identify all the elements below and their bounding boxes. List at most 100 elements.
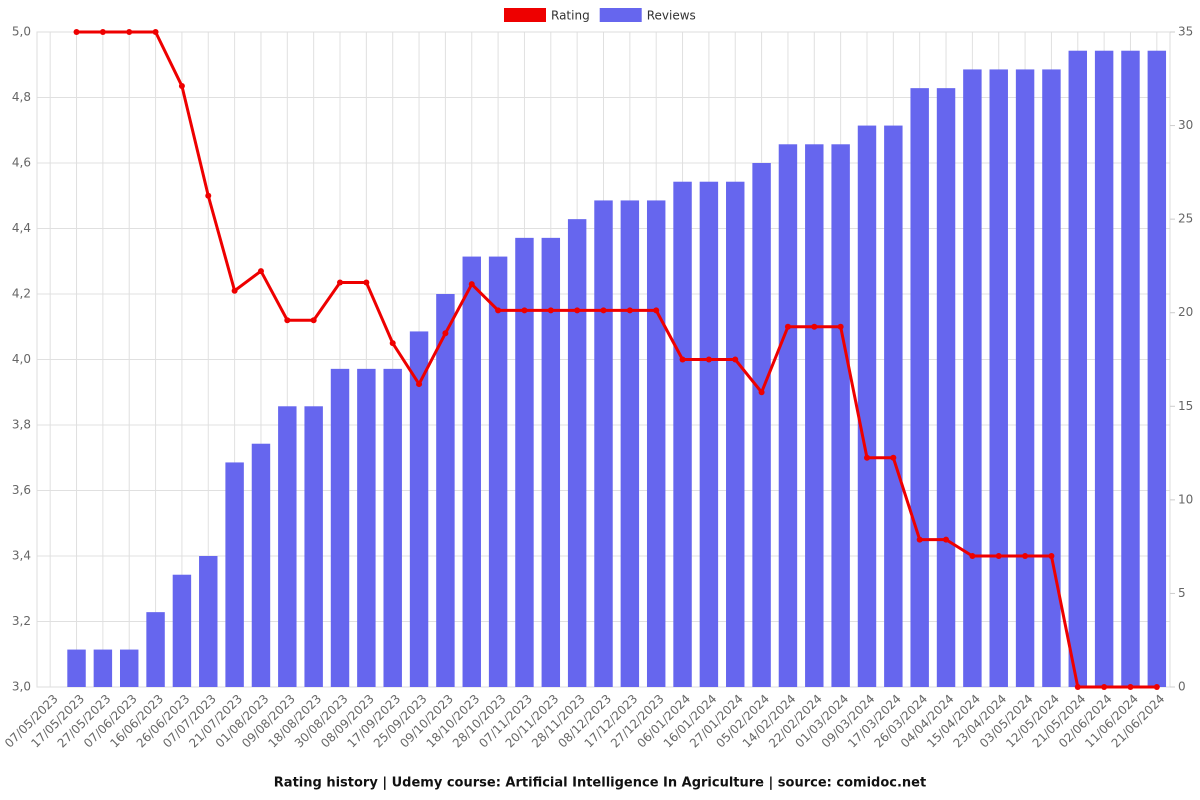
- rating-point: [574, 307, 581, 314]
- bar: [1094, 50, 1114, 687]
- bar: [488, 256, 508, 687]
- y-tick-label: 5,0: [12, 25, 31, 39]
- rating-point: [679, 356, 686, 363]
- bar: [225, 462, 244, 687]
- rating-point: [732, 356, 739, 363]
- bar: [119, 649, 139, 687]
- legend-label: Rating: [551, 9, 590, 23]
- rating-point: [495, 307, 502, 314]
- bar: [857, 125, 877, 688]
- rating-point: [521, 307, 528, 314]
- bar: [1147, 50, 1167, 687]
- rating-point: [705, 356, 712, 363]
- bar: [462, 256, 481, 687]
- y-tick-label: 3,2: [12, 614, 31, 628]
- bar: [436, 294, 455, 687]
- rating-point: [257, 268, 264, 275]
- rating-point: [863, 454, 870, 461]
- bar: [699, 181, 719, 687]
- bar: [884, 125, 903, 688]
- bar: [146, 612, 165, 687]
- bar: [67, 649, 86, 687]
- rating-point: [943, 536, 950, 543]
- rating-point: [969, 553, 976, 559]
- rating-point: [600, 307, 607, 314]
- bar: [910, 88, 929, 687]
- rating-point: [811, 323, 818, 330]
- bar: [936, 88, 956, 687]
- rating-point: [337, 279, 344, 286]
- rating-point: [1048, 553, 1055, 559]
- rating-point: [205, 192, 212, 199]
- rating-point: [890, 454, 897, 461]
- bar: [357, 368, 376, 687]
- y2-tick-label: 0: [1178, 680, 1186, 694]
- y2-tick-label: 5: [1178, 586, 1186, 600]
- rating-point: [416, 381, 423, 388]
- rating-point: [231, 287, 238, 294]
- y2-tick-label: 30: [1178, 118, 1193, 132]
- rating-point: [1101, 684, 1108, 690]
- bar: [673, 181, 692, 687]
- bar: [251, 443, 271, 687]
- rating-point: [178, 83, 185, 90]
- y2-tick-label: 15: [1178, 399, 1193, 413]
- y2-tick-label: 35: [1178, 25, 1193, 39]
- y-tick-label: 4,6: [12, 156, 31, 170]
- lines: [73, 29, 1160, 690]
- bar: [383, 368, 402, 687]
- bar: [1042, 69, 1061, 687]
- y2-tick-label: 10: [1178, 492, 1193, 506]
- bar: [1015, 69, 1035, 687]
- rating-point: [1127, 684, 1134, 690]
- rating-point: [442, 330, 449, 337]
- y-tick-label: 3,0: [12, 680, 31, 694]
- bar: [752, 163, 771, 687]
- chart-title: Rating history | Udemy course: Artificia…: [274, 776, 926, 791]
- bar: [278, 406, 297, 687]
- rating-point: [1153, 684, 1160, 690]
- y2-tick-label: 25: [1178, 212, 1193, 226]
- y-tick-label: 3,4: [12, 549, 31, 563]
- bar: [726, 181, 745, 687]
- rating-point: [284, 317, 291, 324]
- bars: [67, 50, 1167, 688]
- rating-point: [837, 323, 844, 330]
- rating-point: [468, 281, 475, 288]
- rating-point: [73, 29, 80, 35]
- y-tick-label: 4,8: [12, 90, 31, 104]
- rating-point: [389, 340, 396, 347]
- y-tick-label: 4,2: [12, 287, 31, 301]
- rating-point: [653, 307, 660, 314]
- y-tick-label: 3,8: [12, 418, 31, 432]
- bar: [515, 237, 534, 687]
- bar: [93, 649, 113, 687]
- legend-swatch: [504, 8, 546, 22]
- bar: [541, 237, 561, 687]
- legend-label: Reviews: [647, 9, 696, 23]
- bar: [805, 144, 824, 688]
- rating-point: [784, 323, 791, 330]
- bar: [594, 200, 613, 687]
- bar: [1121, 50, 1140, 687]
- y-tick-label: 4,0: [12, 352, 31, 366]
- y2-tick-label: 20: [1178, 305, 1193, 319]
- bar: [304, 406, 323, 687]
- y-tick-label: 3,6: [12, 483, 31, 497]
- rating-point: [99, 29, 106, 35]
- bar: [778, 144, 798, 688]
- rating-point: [310, 317, 317, 324]
- rating-point: [1022, 553, 1029, 559]
- bar: [1068, 50, 1088, 687]
- bar: [409, 331, 429, 687]
- rating-point: [363, 279, 370, 286]
- bar: [567, 219, 587, 687]
- rating-point: [1074, 684, 1081, 690]
- rating-point: [758, 389, 765, 396]
- rating-line: [76, 30, 1157, 689]
- rating-point: [126, 29, 133, 35]
- bar: [199, 556, 218, 687]
- y-tick-label: 4,4: [12, 221, 31, 235]
- bar: [620, 200, 640, 687]
